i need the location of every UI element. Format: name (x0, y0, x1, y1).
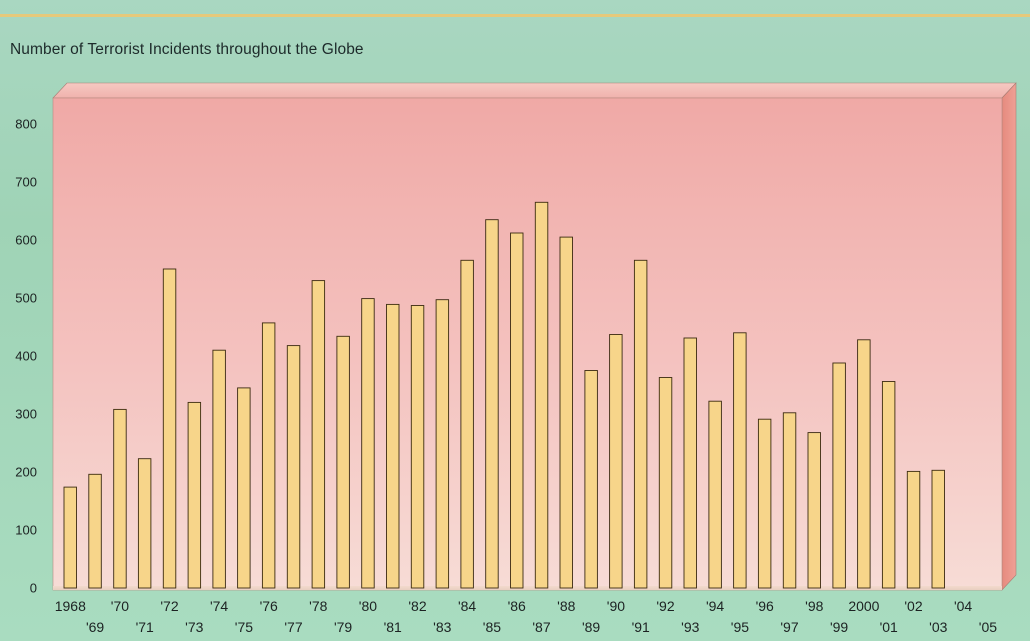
bar (510, 232, 524, 589)
x-tick-label: '86 (508, 598, 526, 614)
x-tick-label: '81 (384, 619, 402, 635)
y-tick-label: 500 (15, 291, 37, 306)
y-tick-label: 0 (30, 581, 37, 596)
x-tick-label: '79 (334, 619, 352, 635)
bar (733, 332, 747, 589)
bar (485, 219, 499, 589)
bar (633, 259, 648, 589)
x-tick-label: '72 (160, 598, 178, 614)
x-tick-label: '78 (309, 598, 327, 614)
y-tick-label: 400 (15, 349, 37, 364)
x-tick-label: '82 (408, 598, 426, 614)
x-tick-label: '91 (632, 619, 650, 635)
y-tick-label: 100 (15, 523, 37, 538)
bar (757, 418, 772, 589)
x-tick-label: '93 (681, 619, 699, 635)
bar (336, 335, 350, 589)
x-tick-label: '85 (483, 619, 501, 635)
y-tick-label: 200 (15, 465, 37, 480)
x-tick-label: 1968 (55, 598, 86, 614)
bar (584, 370, 598, 589)
x-tick-label: '04 (954, 598, 972, 614)
x-axis: 1968'69 '70 '71 '72 '73 '74 '75 '76 '77 '78 '79 '80… (55, 598, 998, 635)
x-tick-label: '73 (185, 619, 203, 635)
plot-floor (53, 586, 1002, 590)
x-tick-label: '95 (731, 619, 749, 635)
bar (559, 236, 573, 589)
bar (261, 322, 276, 589)
bar (832, 362, 846, 589)
y-tick-label: 800 (15, 117, 37, 132)
x-tick-label: '77 (284, 619, 302, 635)
x-tick-label: '97 (780, 619, 798, 635)
x-tick-label: '70 (111, 598, 129, 614)
plot-side-face (1001, 82, 1017, 591)
x-tick-label: '84 (458, 598, 476, 614)
x-tick-label: '05 (979, 619, 997, 635)
bar-series (63, 201, 945, 589)
bar (187, 401, 202, 589)
x-tick-label: '90 (607, 598, 625, 614)
bar (782, 412, 797, 589)
x-tick-label: '98 (805, 598, 823, 614)
y-tick-label: 300 (15, 407, 37, 422)
x-tick-label: '83 (433, 619, 451, 635)
x-tick-label: '71 (136, 619, 154, 635)
top-rule (0, 14, 1030, 17)
bar (311, 280, 326, 589)
bar (286, 345, 301, 589)
x-tick-label: '87 (532, 619, 550, 635)
bar (63, 486, 77, 589)
bar (410, 305, 425, 589)
x-tick-label: '02 (904, 598, 922, 614)
bar (683, 337, 697, 589)
x-tick-label: '92 (656, 598, 674, 614)
x-tick-label: '01 (880, 619, 898, 635)
y-tick-label: 600 (15, 233, 37, 248)
plot-top-face (52, 82, 1017, 99)
x-tick-label: '03 (929, 619, 947, 635)
bar (435, 299, 450, 589)
bar (857, 339, 871, 589)
chart-title: Number of Terrorist Incidents throughout… (10, 41, 364, 58)
bar (113, 408, 127, 589)
x-tick-label: '88 (557, 598, 575, 614)
bar (162, 268, 177, 589)
bar (708, 400, 722, 589)
bar (212, 349, 226, 589)
bar (237, 387, 251, 589)
bar (658, 377, 673, 589)
x-tick-label: '69 (86, 619, 104, 635)
bar (460, 259, 474, 589)
x-tick-label: 2000 (848, 598, 879, 614)
bar (361, 298, 375, 589)
bar (906, 470, 921, 589)
bar (137, 458, 152, 589)
x-tick-label: '75 (235, 619, 253, 635)
y-axis: 0 100 200 300 400 500 600 700 800 (15, 117, 37, 596)
x-tick-label: '80 (359, 598, 377, 614)
x-tick-label: '74 (210, 598, 228, 614)
bar (807, 432, 821, 589)
bar (534, 201, 549, 589)
x-tick-label: '94 (706, 598, 724, 614)
y-tick-label: 700 (15, 175, 37, 190)
bar (386, 303, 400, 589)
bar (609, 334, 623, 589)
bar (931, 469, 945, 589)
x-tick-label: '76 (260, 598, 278, 614)
bar (88, 473, 102, 589)
bar (881, 381, 896, 589)
x-tick-label: '96 (756, 598, 774, 614)
x-tick-label: '99 (830, 619, 848, 635)
x-tick-label: '89 (582, 619, 600, 635)
